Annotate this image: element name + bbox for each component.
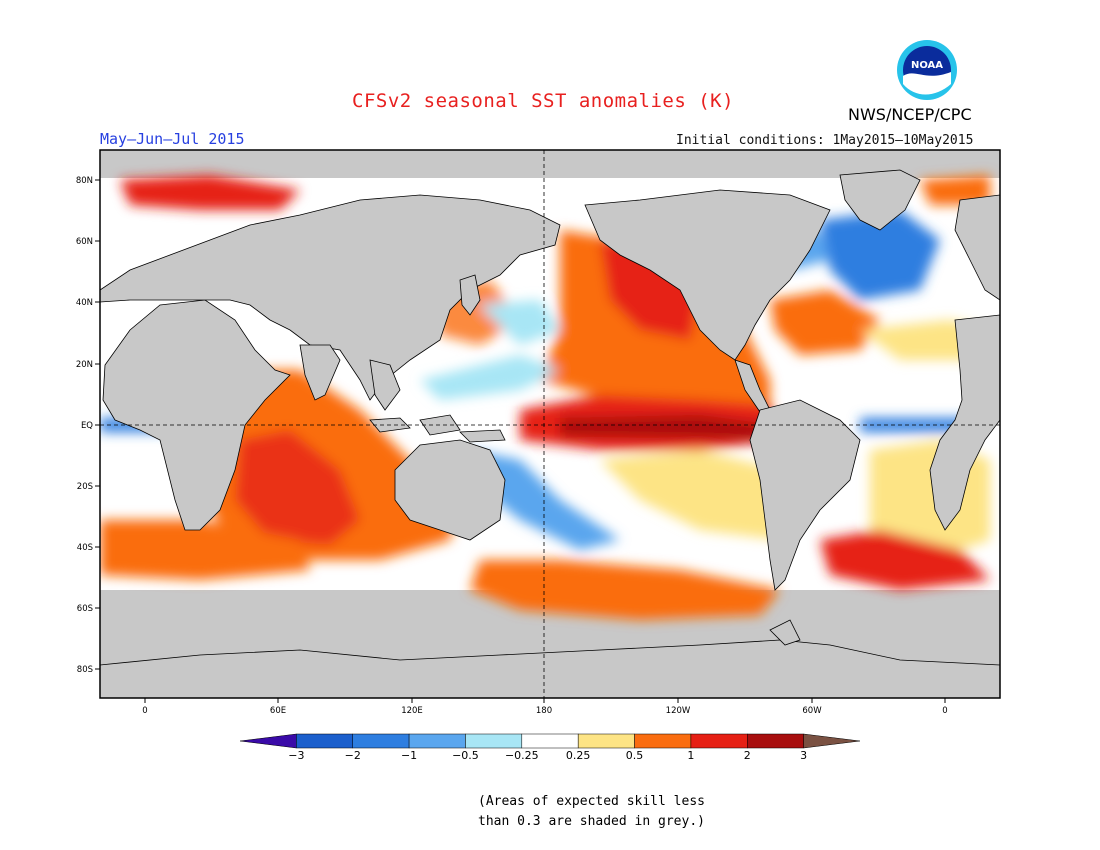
lon-tick-label: 0: [942, 706, 947, 716]
map-plot-area: [100, 150, 1000, 698]
continents: [100, 169, 1000, 698]
lon-tick-label: 60E: [270, 706, 286, 716]
lat-tick-label: 20N: [76, 360, 93, 370]
color-legend: −3 −2 −1 −0.5 −0.25 0.25 0.5 1 2 3: [239, 733, 861, 762]
latitude-axis: 80N 60N 40N 20N EQ 20S 40S 60S 80S: [76, 176, 100, 675]
lat-tick-label: 80N: [76, 176, 93, 186]
agency-label: NWS/NCEP/CPC: [848, 105, 972, 124]
legend-tick-label: 2: [744, 749, 751, 762]
lon-tick-label: 120W: [666, 706, 691, 716]
legend-swatch: [690, 733, 748, 749]
legend-swatch: [747, 733, 804, 749]
legend-swatch: [634, 733, 692, 749]
legend-swatch: [408, 733, 466, 749]
legend-tick-label: 0.25: [566, 749, 591, 762]
legend-swatch: [521, 733, 579, 749]
lon-tick-label: 60W: [802, 706, 822, 716]
lat-tick-label: EQ: [81, 421, 93, 431]
legend-tick-label: 3: [800, 749, 807, 762]
legend-swatch: [296, 733, 353, 749]
legend-swatch: [352, 733, 410, 749]
chart-title: CFSv2 seasonal SST anomalies (K): [352, 90, 735, 112]
lat-tick-label: 60N: [76, 237, 93, 247]
logo-text: NOAA: [911, 60, 943, 71]
legend-tick-label: 0.5: [626, 749, 644, 762]
legend-swatch: [465, 733, 523, 749]
longitude-axis: 0 60E 120E 180 120W 60W 0: [142, 698, 948, 716]
initial-conditions-label: Initial conditions: 1May2015–10May2015: [676, 133, 974, 148]
legend-tick-label: −0.25: [505, 749, 539, 762]
anomaly-field: [100, 175, 990, 620]
lon-tick-label: 120E: [401, 706, 423, 716]
lat-tick-label: 80S: [77, 665, 93, 675]
lon-tick-label: 180: [536, 706, 552, 716]
skill-note-line-2: than 0.3 are shaded in grey.): [478, 814, 705, 829]
skill-note-line-1: (Areas of expected skill less: [478, 794, 705, 809]
legend-tick-label: −1: [401, 749, 417, 762]
legend-tick-label: 1: [687, 749, 694, 762]
lon-tick-label: 0: [142, 706, 147, 716]
legend-tick-label: −2: [345, 749, 361, 762]
noaa-logo-icon: NOAA: [897, 40, 957, 100]
legend-swatch: [239, 733, 297, 749]
skill-note: (Areas of expected skill less than 0.3 a…: [478, 792, 705, 832]
legend-swatch: [803, 733, 861, 749]
lat-tick-label: 20S: [77, 482, 93, 492]
lat-tick-label: 60S: [77, 604, 93, 614]
lat-tick-label: 40S: [77, 543, 93, 553]
legend-tick-label: −3: [288, 749, 304, 762]
lat-tick-label: 40N: [76, 298, 93, 308]
legend-swatch: [577, 733, 635, 749]
season-label: May–Jun–Jul 2015: [100, 130, 245, 148]
legend-tick-label: −0.5: [452, 749, 479, 762]
map-frame: [99, 149, 1001, 699]
